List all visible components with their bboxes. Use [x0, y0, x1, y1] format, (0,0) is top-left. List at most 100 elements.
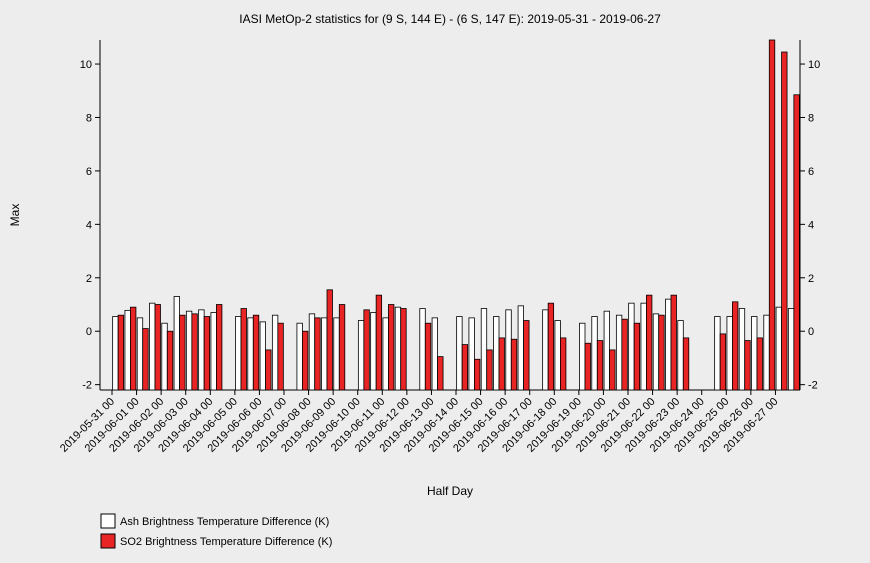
bar: [191, 313, 198, 391]
bar: [216, 304, 223, 391]
bar: [394, 306, 402, 391]
bar: [252, 314, 260, 391]
bar: [271, 314, 279, 391]
bar: [682, 337, 690, 391]
bar: [468, 317, 475, 391]
bar: [670, 294, 677, 391]
bar: [203, 316, 211, 391]
bar: [314, 317, 321, 391]
y-axis-label: Max: [8, 204, 22, 227]
bar: [732, 301, 739, 391]
bar: [768, 39, 776, 391]
bar: [321, 317, 328, 391]
bar: [579, 322, 586, 391]
y-tick-label-right: -2: [808, 380, 818, 392]
bar: [793, 94, 800, 391]
bar: [677, 320, 684, 391]
bar: [308, 313, 316, 391]
y-tick-label-right: 6: [808, 166, 814, 178]
bar: [112, 316, 119, 391]
y-tick-label: 8: [86, 112, 92, 124]
bar: [142, 328, 149, 391]
bar: [542, 309, 549, 391]
bar: [751, 316, 758, 391]
bar: [431, 317, 438, 391]
bar: [584, 342, 591, 391]
y-tick-label-right: 10: [808, 59, 820, 71]
bar: [326, 289, 333, 391]
bar: [744, 340, 751, 391]
bar: [756, 337, 763, 391]
legend-swatch: [100, 533, 116, 549]
bar: [628, 302, 635, 391]
bar: [596, 340, 604, 391]
bar: [763, 314, 770, 391]
y-tick-label: 4: [86, 219, 92, 231]
bar: [775, 306, 782, 391]
bar: [277, 322, 284, 391]
bar: [149, 302, 156, 391]
bar: [738, 308, 746, 391]
y-tick-label: 10: [80, 59, 92, 71]
bar: [474, 358, 481, 391]
bar: [787, 308, 795, 391]
bar: [382, 317, 389, 391]
bar: [124, 309, 131, 391]
bar: [652, 313, 660, 391]
bar: [615, 314, 623, 391]
bar: [117, 314, 125, 391]
bar: [179, 314, 186, 391]
bar: [247, 317, 254, 391]
y-tick-label: 2: [86, 273, 92, 285]
legend-label: Ash Brightness Temperature Difference (K…: [120, 516, 329, 528]
chart-title: IASI MetOp-2 statistics for (9 S, 144 E)…: [239, 12, 661, 26]
bar: [437, 356, 444, 391]
bar: [665, 298, 672, 391]
bar: [265, 349, 272, 391]
bar: [198, 309, 205, 391]
bar: [424, 322, 432, 391]
bar: [154, 304, 161, 391]
bar: [259, 321, 266, 391]
bar: [456, 316, 463, 391]
bar: [781, 51, 788, 391]
bar: [621, 318, 628, 391]
bar: [609, 349, 616, 391]
y-tick-label-right: 2: [808, 273, 814, 285]
bar: [560, 337, 567, 391]
bar: [296, 322, 303, 391]
bar: [136, 317, 144, 391]
legend-swatch: [100, 513, 116, 529]
bar: [130, 306, 137, 391]
y-tick-label: -2: [82, 380, 92, 392]
legend-label: SO2 Brightness Temperature Difference (K…: [120, 536, 332, 548]
bar: [726, 316, 733, 391]
bar: [388, 304, 395, 391]
bar: [302, 330, 309, 391]
bar: [646, 294, 653, 391]
bar: [166, 330, 174, 391]
bar: [633, 322, 641, 391]
bar: [591, 316, 598, 391]
bar: [400, 308, 407, 391]
bar: [173, 296, 180, 391]
y-tick-label: 6: [86, 166, 92, 178]
bar: [505, 309, 512, 391]
bar: [603, 310, 610, 391]
x-axis-label: Half Day: [427, 484, 473, 498]
bar: [185, 310, 193, 391]
bar: [510, 338, 518, 391]
bar: [240, 308, 247, 391]
y-tick-label-right: 0: [808, 326, 814, 338]
y-tick-label-right: 4: [808, 219, 814, 231]
bar: [714, 316, 721, 391]
bar: [486, 349, 493, 391]
bar: [338, 304, 346, 391]
bar: [547, 302, 555, 391]
bar: [357, 320, 365, 391]
bar: [480, 308, 488, 391]
y-tick-label: 0: [86, 326, 92, 338]
bar: [517, 305, 524, 391]
